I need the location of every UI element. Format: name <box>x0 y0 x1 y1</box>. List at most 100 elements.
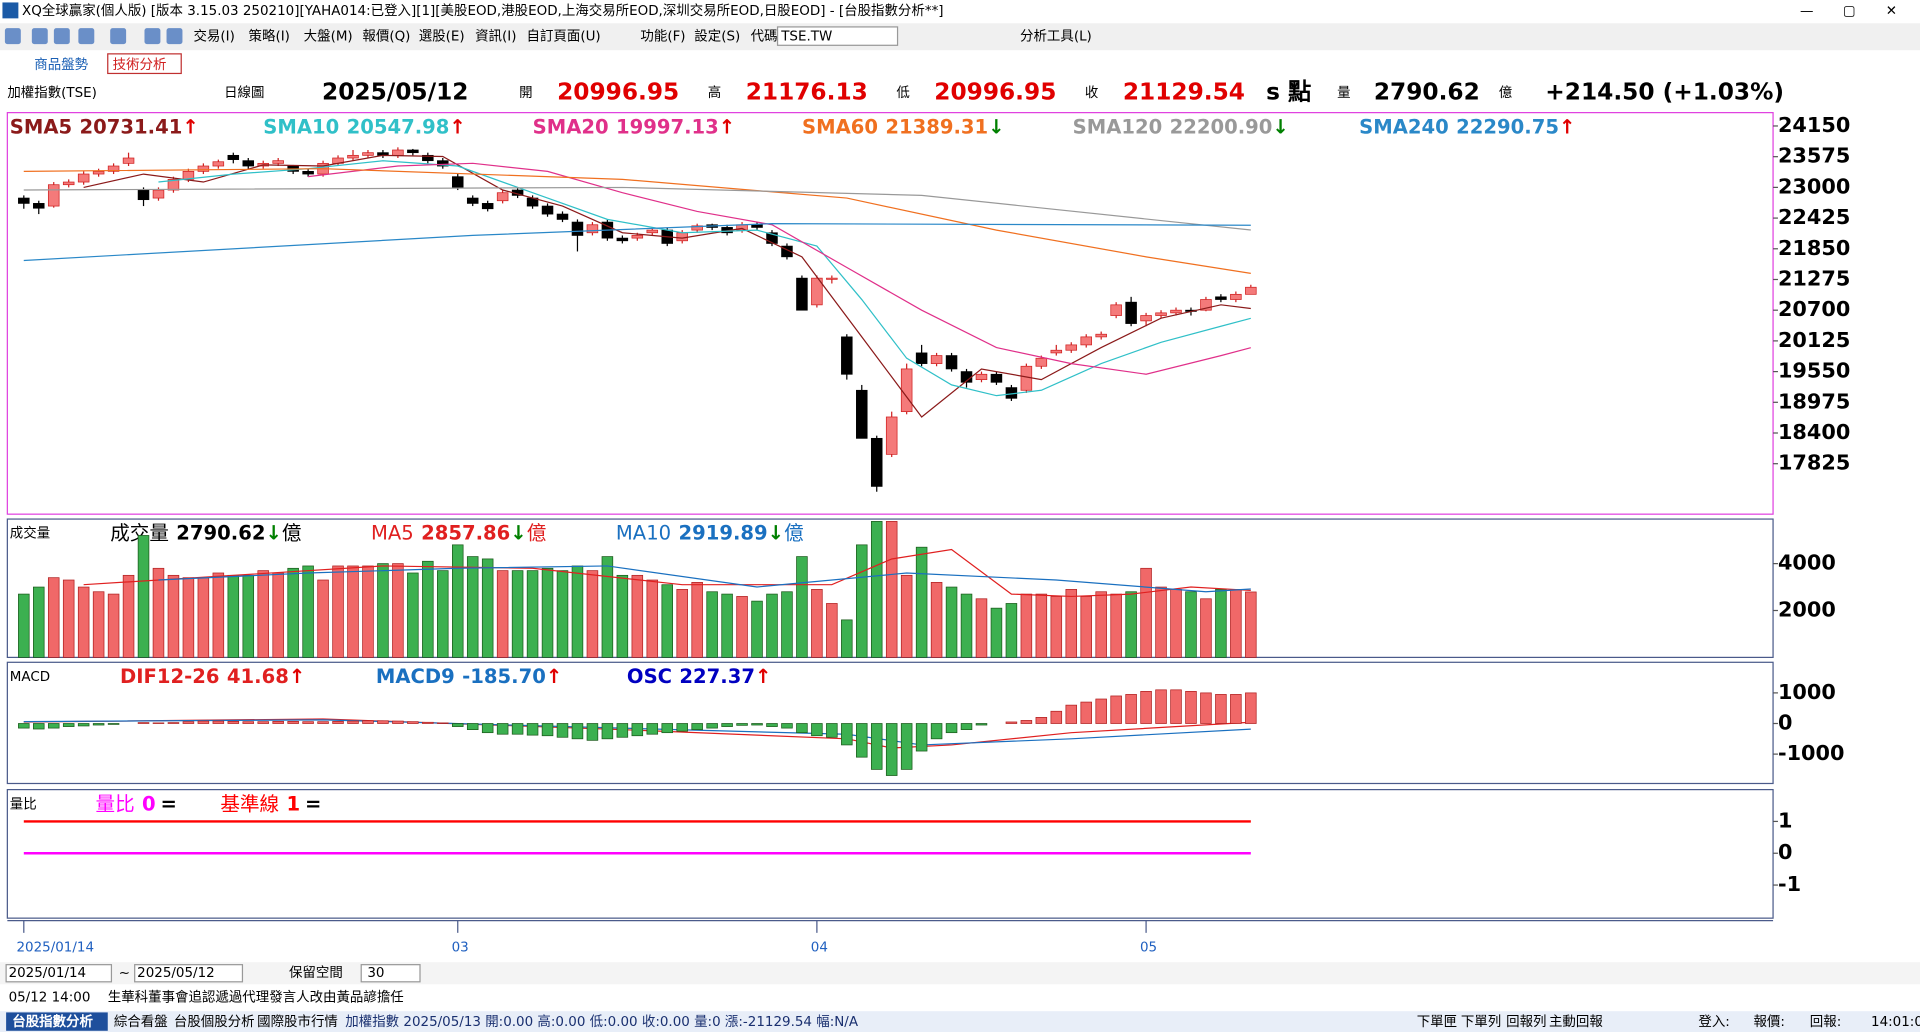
y-tick-label: 0 <box>1778 840 1792 864</box>
bottom-tab[interactable]: 台股個股分析 <box>174 1014 255 1030</box>
low-label: 低 <box>896 85 909 101</box>
legend-item: 量比 0 = <box>96 792 177 815</box>
toolbar-icon[interactable] <box>166 28 183 45</box>
bar <box>466 723 479 730</box>
period: 日線圖 <box>224 85 264 101</box>
candle-body <box>92 170 105 175</box>
bar <box>1080 701 1092 724</box>
status-item[interactable]: 回報: <box>1810 1014 1841 1030</box>
status-item[interactable]: 下單列 <box>1461 1014 1501 1030</box>
bar <box>18 593 30 658</box>
candle-body <box>1245 286 1257 295</box>
bar <box>77 586 90 658</box>
candle-body <box>930 355 943 364</box>
bar <box>616 723 629 738</box>
status-item[interactable]: 14:01:08 <box>1871 1015 1920 1030</box>
x-tick-label: 04 <box>811 941 828 956</box>
bar <box>182 721 195 724</box>
legend-name: SMA20 <box>533 115 609 138</box>
status-item[interactable]: 登入: <box>1698 1014 1729 1030</box>
bar <box>975 723 988 726</box>
status-item[interactable]: 回報列 <box>1506 1014 1546 1030</box>
candle-body <box>481 203 494 210</box>
legend-name: SMA10 <box>263 115 339 138</box>
status-item[interactable]: 報價: <box>1753 1014 1784 1030</box>
candle-body <box>466 197 479 204</box>
bar <box>601 723 614 740</box>
bar <box>407 572 419 658</box>
tab-active[interactable] <box>107 53 182 75</box>
menu-item[interactable]: 交易(I) <box>193 28 234 45</box>
bottom-tab-active[interactable] <box>6 1012 108 1031</box>
legend-name: SMA120 <box>1073 115 1163 138</box>
toolbar-icon[interactable] <box>4 28 21 45</box>
bar <box>975 598 988 658</box>
menu-item[interactable]: 設定(S) <box>694 29 740 45</box>
bar <box>347 720 359 724</box>
bar <box>511 570 524 658</box>
bottom-tab[interactable]: 綜合看盤 <box>114 1014 168 1030</box>
candle-body <box>616 237 629 242</box>
legend-item: MA5 2857.86↓億 <box>371 521 546 544</box>
bar <box>646 579 659 658</box>
bar <box>422 560 434 658</box>
legend-value: 0 <box>142 792 156 815</box>
menu-item[interactable]: 自訂頁面(U) <box>527 29 601 45</box>
bar <box>392 563 404 658</box>
menu-item[interactable]: 代碼 <box>751 29 778 45</box>
bar <box>930 723 943 740</box>
bar <box>481 558 494 658</box>
bar <box>481 723 494 734</box>
menu-item[interactable]: 分析工具(L) <box>1020 29 1092 45</box>
legend-value: 1 <box>287 792 301 815</box>
symbol-input[interactable] <box>776 26 899 46</box>
bar <box>915 546 928 658</box>
menu-item[interactable]: 資訊(I) <box>475 29 516 45</box>
y-tick-label: 20700 <box>1778 297 1850 321</box>
candle-body <box>1050 349 1063 354</box>
toolbar-icon[interactable] <box>31 28 48 45</box>
status-item[interactable]: 下單匣 <box>1417 1015 1457 1030</box>
bar <box>1185 591 1197 658</box>
menu-item[interactable]: 策略(I) <box>249 28 290 45</box>
toolbar-icon[interactable] <box>53 28 70 45</box>
maximize-button[interactable]: ▢ <box>1843 4 1856 19</box>
bar <box>526 570 539 658</box>
bar <box>1035 593 1048 658</box>
bar <box>1245 591 1257 658</box>
bar <box>676 723 688 732</box>
close-button[interactable]: ✕ <box>1886 4 1897 19</box>
tab[interactable]: 技術分析 <box>113 57 167 73</box>
legend-name: SMA5 <box>10 115 72 138</box>
bar <box>736 596 748 658</box>
menu-item[interactable]: 報價(Q) <box>362 29 410 45</box>
toolbar-icon[interactable] <box>144 28 161 45</box>
minimize-button[interactable]: — <box>1800 4 1813 19</box>
candle-body <box>272 160 284 164</box>
bar <box>77 723 90 727</box>
toolbar-icon[interactable] <box>78 28 95 45</box>
candle-body <box>107 165 120 172</box>
tab[interactable]: 商品盤勢 <box>34 57 88 73</box>
bar <box>182 577 195 658</box>
date-to-input[interactable] <box>134 964 244 983</box>
news-text[interactable]: 生華科董事會追認遞過代理發言人改由黃品諺擔任 <box>108 990 404 1006</box>
indicator-line <box>158 160 1251 397</box>
candle-body <box>167 179 180 191</box>
candle-body <box>392 149 404 156</box>
bottom-tab[interactable]: 台股指數分析 <box>12 1013 93 1030</box>
bar <box>870 723 883 770</box>
legend-trend: ↑ <box>755 664 771 687</box>
menu-item[interactable]: 選股(E) <box>419 29 465 45</box>
bar <box>706 591 718 658</box>
bar <box>945 723 958 734</box>
status-item[interactable]: 主動回報 <box>1549 1014 1603 1030</box>
menu-item[interactable]: 功能(F) <box>640 29 685 45</box>
toolbar-icon[interactable] <box>110 28 127 45</box>
y-tick-label: 2000 <box>1778 598 1836 622</box>
bottom-tab[interactable]: 國際股市行情 <box>257 1013 338 1030</box>
date-from-input[interactable] <box>5 964 113 983</box>
menu-item[interactable]: 大盤(M) <box>304 29 353 45</box>
volume-label: 量 <box>1337 85 1350 101</box>
reserve-input[interactable] <box>360 964 421 983</box>
